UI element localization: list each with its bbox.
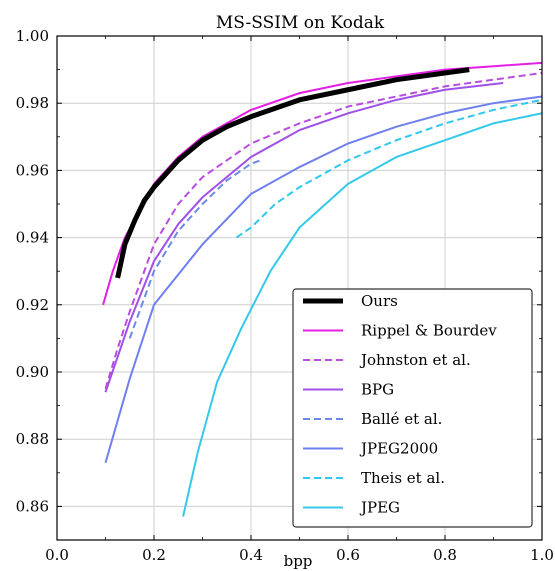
x-tick-label: 0.8 xyxy=(433,546,457,564)
series-line-theis-et-al xyxy=(235,98,543,239)
legend-label-ours: Ours xyxy=(361,292,398,310)
x-tick-label: 0.2 xyxy=(142,546,166,564)
y-tick-label: 1.00 xyxy=(16,27,49,45)
series-layer xyxy=(102,61,543,517)
series-line-johnston-et-al xyxy=(104,71,543,390)
legend-label-bpg: BPG xyxy=(361,381,394,399)
legend-label-ball-et-al: Ballé et al. xyxy=(361,410,442,428)
series-line-ball-et-al xyxy=(128,159,262,339)
x-tick-label: 0.6 xyxy=(336,546,360,564)
legend-label-theis-et-al: Theis et al. xyxy=(361,469,445,487)
x-axis-label: bpp xyxy=(284,552,313,570)
legend-label-jpeg: JPEG xyxy=(359,499,400,517)
series-line-rippel-bourdev xyxy=(102,61,543,306)
y-tick-label: 0.94 xyxy=(16,229,49,247)
legend-label-jpeg2000: JPEG2000 xyxy=(359,440,438,458)
y-tick-label: 0.98 xyxy=(16,94,49,112)
x-tick-label: 0.4 xyxy=(239,546,263,564)
chart-title: MS-SSIM on Kodak xyxy=(216,13,385,33)
legend-label-rippel-bourdev: Rippel & Bourdev xyxy=(361,322,497,340)
tick-layer: 0.0 0.2 0.4 0.6 0.8 1.0 0.86 0.88 0.90 0.92 0.94 0.… xyxy=(16,27,554,564)
y-tick-label: 0.90 xyxy=(16,363,49,381)
y-tick-label: 0.92 xyxy=(16,296,49,314)
series-line-bpg xyxy=(104,82,504,393)
legend-box xyxy=(292,288,533,528)
y-tick-label: 0.96 xyxy=(16,161,49,179)
x-tick-label: 1.0 xyxy=(530,546,554,564)
y-tick-label: 0.86 xyxy=(16,497,49,515)
y-tick-label: 0.88 xyxy=(16,430,49,448)
legend-label-johnston-et-al: Johnston et al. xyxy=(359,351,471,369)
series-line-jpeg2000 xyxy=(104,95,543,463)
series-line-jpeg xyxy=(182,112,543,517)
series-line-ours xyxy=(115,67,470,279)
legend: Ours Rippel & Bourdev Johnston et al. BPG Ba… xyxy=(292,288,533,528)
x-tick-label: 0.0 xyxy=(45,546,69,564)
